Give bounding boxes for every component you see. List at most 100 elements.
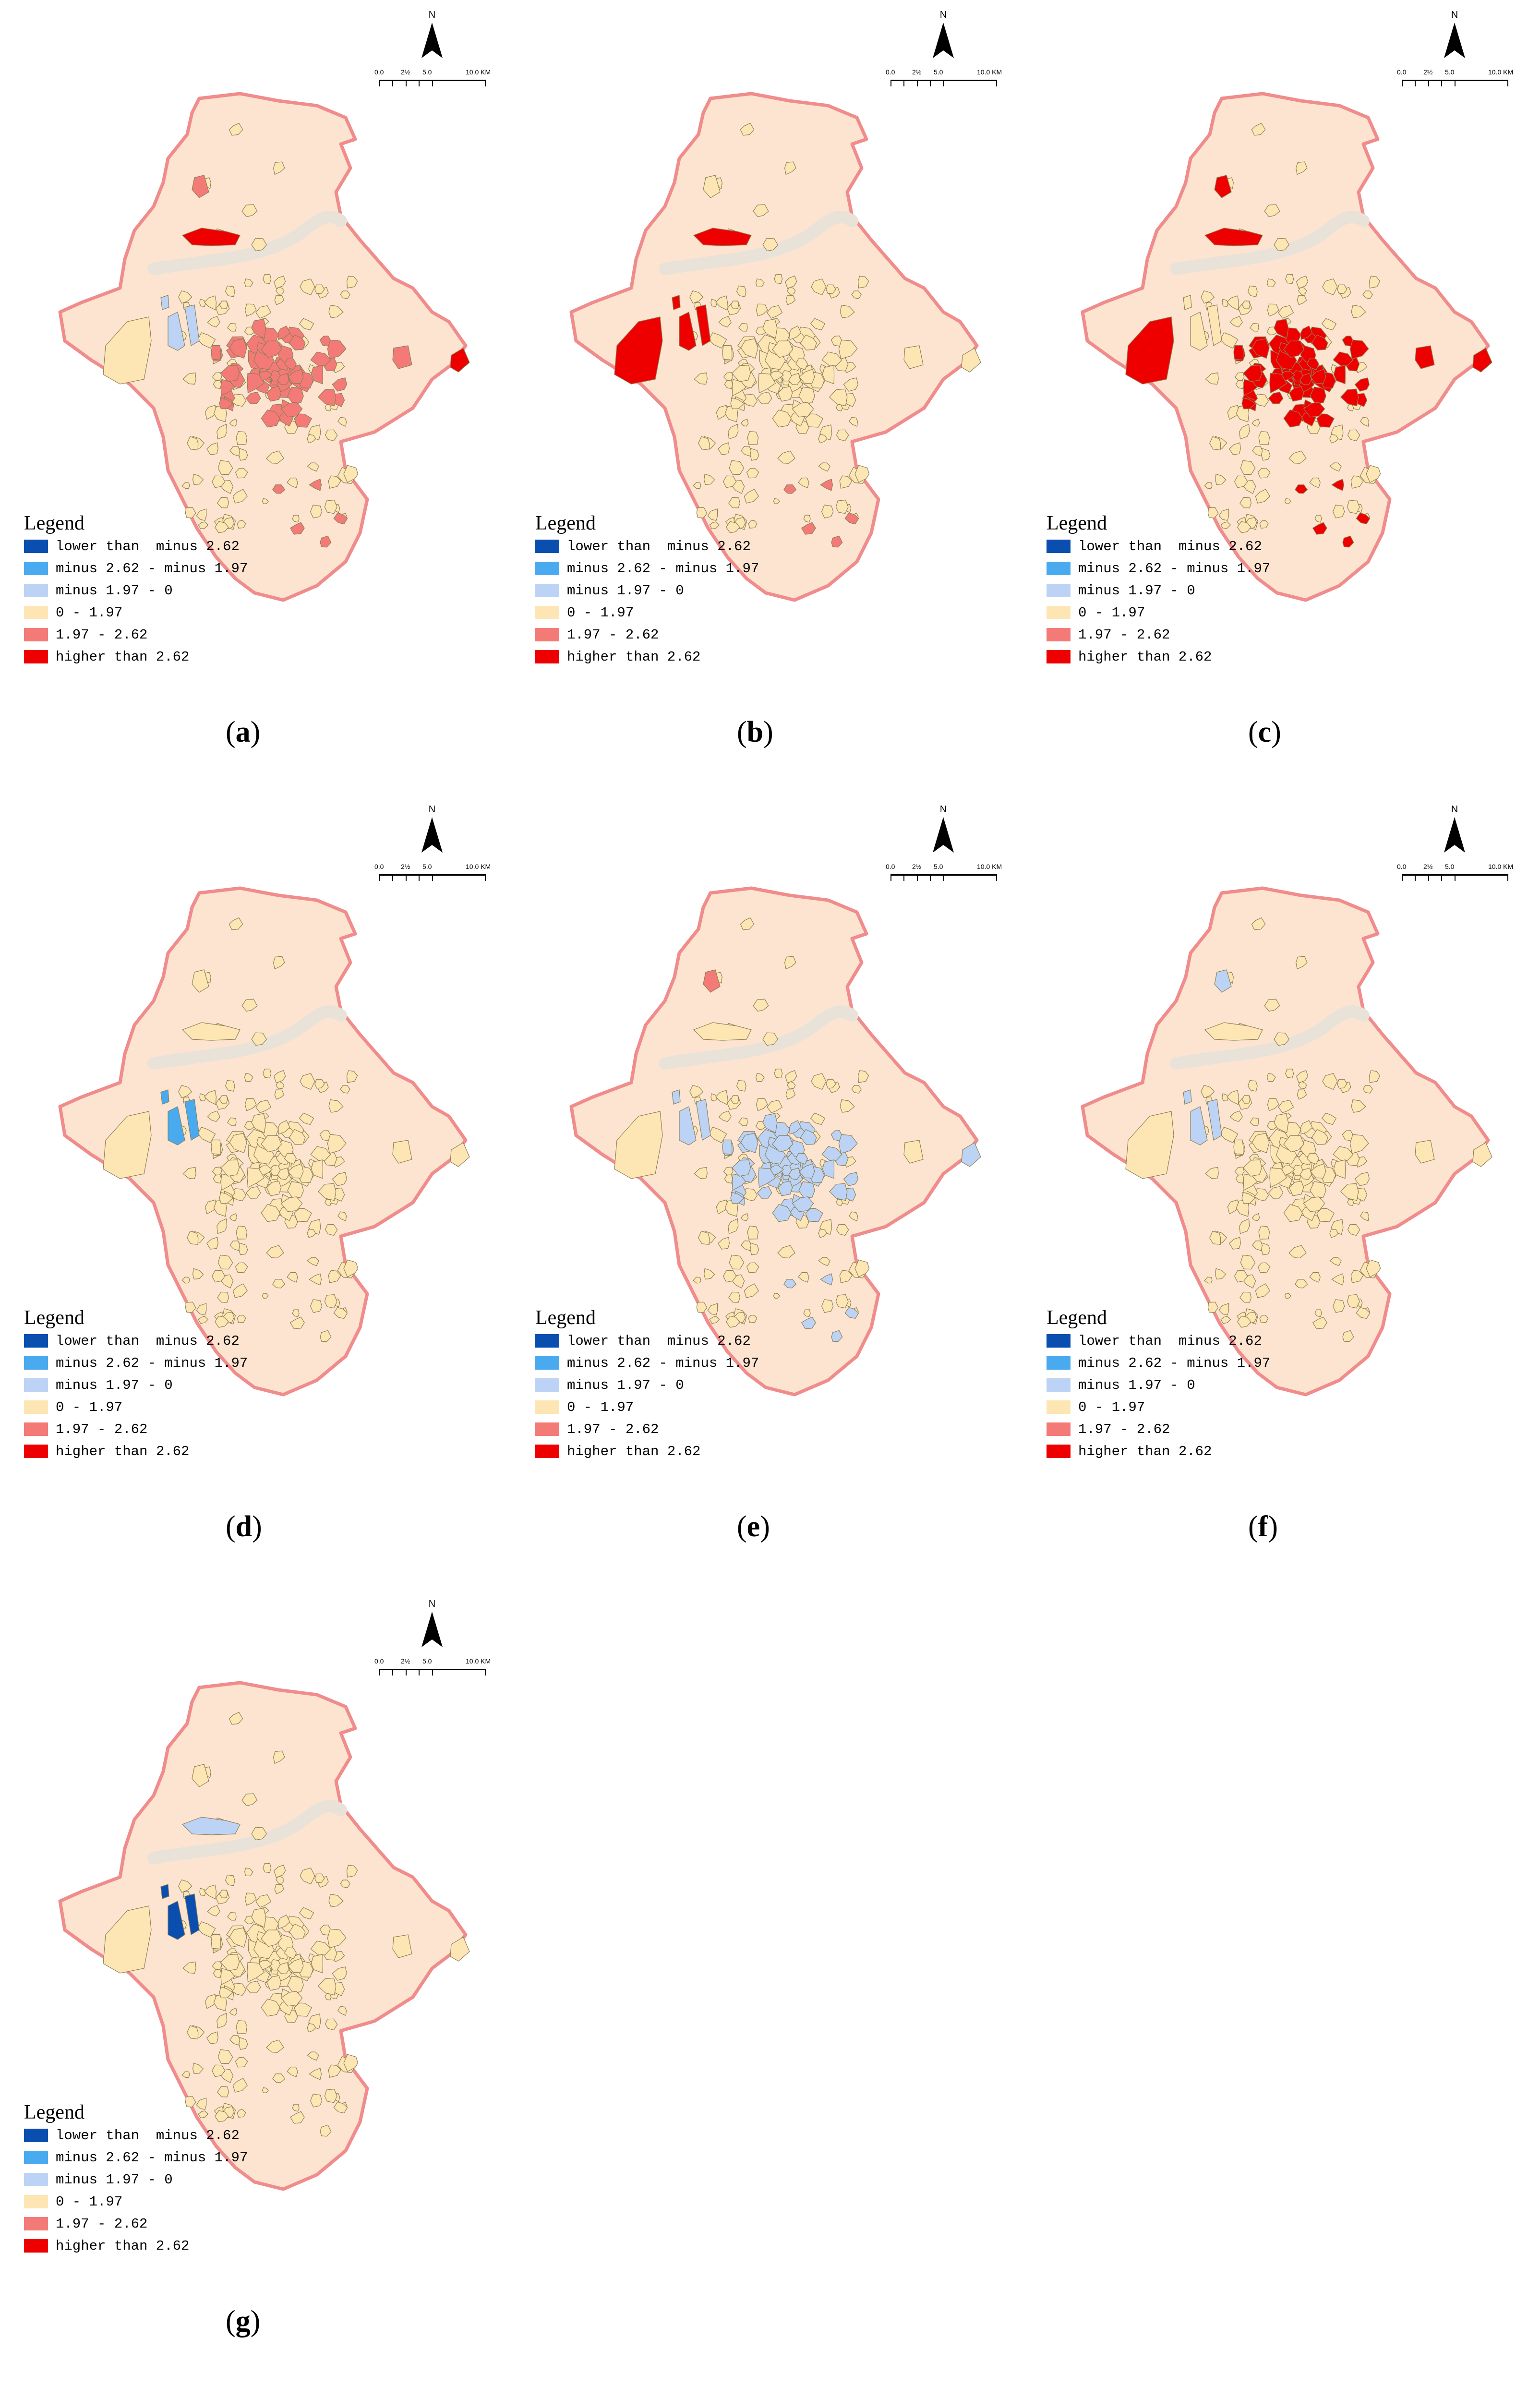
central-cluster-parcel — [247, 1962, 265, 1983]
legend-label: higher than 2.62 — [56, 2238, 190, 2254]
parcel — [810, 1112, 826, 1125]
scale-bar: 0.0 2½ 5.0 10.0 KM — [1397, 68, 1522, 92]
central-cluster-parcel — [762, 1113, 778, 1133]
west-cluster-parcel — [184, 1099, 200, 1141]
nw-strip-parcel — [693, 1022, 752, 1041]
central-cluster-parcel — [730, 398, 745, 410]
east-parcel — [903, 345, 924, 369]
parcel — [762, 238, 779, 252]
south-parcel — [333, 1307, 348, 1319]
parcel — [718, 316, 732, 327]
central-cluster-parcel — [211, 1934, 221, 1950]
legend-label: lower than minus 2.62 — [567, 1333, 751, 1349]
legend-item: minus 1.97 - 0 — [24, 2169, 248, 2191]
central-cluster-parcel — [730, 1192, 745, 1204]
parcel — [1360, 1211, 1370, 1221]
map-panel-b: N 0.0 2½ 5.0 10.0 KM Legend lower than minus 2… — [521, 10, 1025, 797]
central-cluster-parcel — [288, 369, 304, 384]
scale-label: 2½ — [401, 863, 410, 870]
legend-swatch — [1047, 650, 1071, 663]
legend-item: 0 - 1.97 — [1047, 602, 1270, 624]
river — [1170, 211, 1370, 275]
parcel — [725, 1315, 740, 1328]
parcel — [217, 2049, 233, 2064]
east-parcel — [392, 345, 412, 369]
parcel — [1296, 276, 1309, 289]
west-big-parcel — [103, 1905, 152, 1974]
central-cluster-parcel — [1333, 351, 1354, 366]
parcel — [273, 1750, 285, 1764]
parcel — [818, 462, 830, 472]
parcel — [232, 489, 248, 504]
legend-item: lower than minus 2.62 — [24, 1330, 248, 1352]
legend-label: 1.97 - 2.62 — [1078, 1421, 1170, 1437]
central-cluster-parcel — [332, 377, 348, 392]
parcel — [1259, 1314, 1269, 1323]
legend-label: minus 2.62 - minus 1.97 — [56, 2149, 248, 2166]
central-cluster-parcel — [211, 1139, 221, 1155]
central-cluster-parcel — [829, 388, 848, 407]
parcel — [1266, 1073, 1276, 1082]
parcel — [1251, 122, 1266, 136]
legend: Legend lower than minus 2.62 minus 2.62 - … — [535, 1306, 759, 1462]
central-cluster-parcel — [1299, 373, 1312, 386]
parcel — [718, 1237, 730, 1250]
caption-letter: c — [1258, 716, 1272, 748]
parcel — [235, 2057, 248, 2068]
parcel — [1295, 956, 1308, 970]
central-cluster-parcel — [245, 1186, 261, 1199]
legend-swatch — [535, 1356, 559, 1370]
parcel — [214, 521, 229, 533]
parcel — [225, 1080, 235, 1092]
central-cluster-parcel — [821, 351, 842, 366]
west-big-parcel — [103, 316, 152, 385]
central-cluster-parcel — [722, 1139, 733, 1155]
east-edge-parcel — [1472, 1142, 1492, 1167]
central-cluster-parcel — [1303, 1196, 1325, 1212]
parcel — [1362, 290, 1373, 299]
parcel — [849, 1211, 858, 1221]
parcel — [325, 2018, 338, 2031]
parcel — [251, 238, 267, 252]
parcel — [324, 2088, 337, 2103]
parcel — [273, 161, 285, 175]
scale-label: 10.0 KM — [466, 68, 491, 76]
legend-label: 0 - 1.97 — [56, 1399, 123, 1415]
central-cluster-parcel — [1306, 358, 1319, 370]
central-cluster-parcel — [1274, 1113, 1289, 1133]
west-big-parcel — [614, 1111, 663, 1179]
parcel — [1209, 436, 1221, 450]
scale-tick — [903, 874, 904, 881]
scale-label: 0.0 — [886, 68, 895, 76]
west-big-parcel — [1125, 316, 1174, 385]
parcel — [217, 460, 233, 475]
central-cluster-parcel — [731, 1159, 751, 1177]
parcel — [236, 2020, 248, 2034]
legend-item: lower than minus 2.62 — [1047, 535, 1270, 557]
parcel — [273, 276, 286, 289]
parcel — [777, 450, 795, 464]
west-big-parcel — [103, 1111, 152, 1179]
central-cluster-parcel — [838, 339, 858, 360]
central-cluster-parcel — [1233, 345, 1244, 361]
central-cluster-parcel — [1354, 1172, 1370, 1186]
parcel — [1239, 423, 1250, 440]
parcel — [1250, 323, 1259, 332]
legend-label: minus 2.62 - minus 1.97 — [567, 1355, 759, 1371]
legend-swatch — [24, 1356, 48, 1370]
parcel — [1252, 1241, 1263, 1251]
central-cluster-parcel — [1241, 398, 1256, 410]
parcel — [1257, 468, 1271, 479]
legend-item: higher than 2.62 — [535, 646, 759, 668]
central-cluster-parcel — [740, 1133, 758, 1154]
central-cluster-parcel — [1242, 1159, 1263, 1177]
parcel — [1218, 508, 1229, 521]
parcel — [229, 917, 243, 930]
parcel — [310, 2094, 323, 2108]
parcel — [337, 2006, 347, 2016]
scale-tick — [1441, 874, 1442, 881]
parcel — [328, 1893, 344, 1907]
parcel — [728, 423, 739, 440]
scale-label: 0.0 — [1397, 68, 1407, 76]
legend-item: 0 - 1.97 — [535, 602, 759, 624]
